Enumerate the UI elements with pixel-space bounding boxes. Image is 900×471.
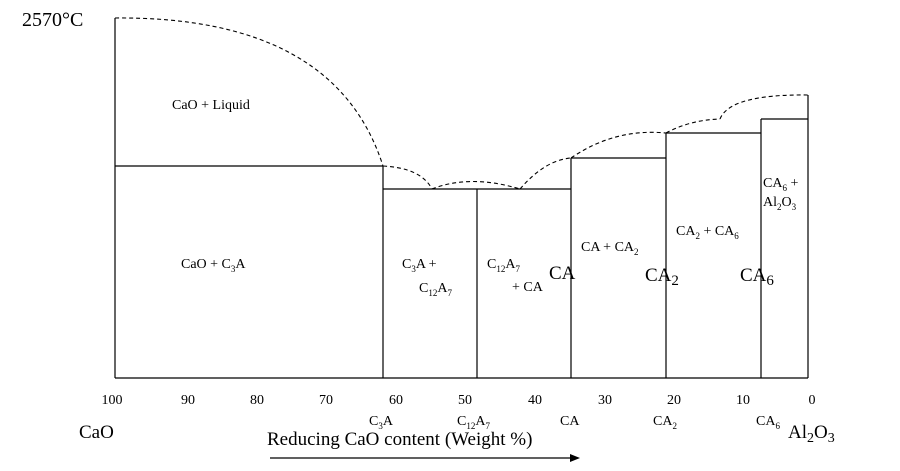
liquidus-ca-left: [519, 157, 572, 190]
tick-80: 80: [250, 393, 264, 408]
liquidus-ca-hump: [570, 131, 667, 159]
compound-c12a7: C12A7: [457, 414, 490, 431]
compound-ca: CA: [560, 414, 580, 429]
region-ca6-al2o3-line2: Al2O3: [763, 195, 797, 212]
tick-10: 10: [736, 393, 750, 408]
tick-30: 30: [598, 393, 612, 408]
region-cao-c3a: CaO + C3A: [181, 257, 246, 274]
region-c3a-c12a7-line2: C12A7: [419, 281, 452, 298]
tick-20: 20: [667, 393, 681, 408]
large-label-ca6: CA6: [740, 265, 774, 289]
tick-100: 100: [102, 393, 123, 408]
tick-70: 70: [319, 393, 333, 408]
arrow-head-icon: [570, 454, 580, 462]
compound-labels: C3A C12A7 CA CA2 CA6: [369, 414, 780, 431]
region-ca2-ca6: CA2 + CA6: [676, 224, 739, 241]
large-label-ca: CA: [549, 263, 576, 284]
x-axis-ticks: 100 90 80 70 60 50 40 30 20 10 0: [102, 393, 816, 408]
liquidus-c3a-hump: [431, 180, 521, 190]
tick-50: 50: [458, 393, 472, 408]
region-c3a-c12a7-line1: C3A +: [402, 257, 437, 274]
end-label-al2o3: Al2O3: [788, 422, 835, 446]
region-c12a7-ca-line2: + CA: [512, 280, 544, 295]
compound-c3a: C3A: [369, 414, 394, 431]
liquidus-ca2-hump: [665, 118, 721, 134]
liquidus-curve: [114, 17, 809, 190]
region-ca6-al2o3-line1: CA6 +: [763, 176, 798, 193]
x-axis-title: Reducing CaO content (Weight %): [267, 429, 532, 450]
liquidus-c3a-dip: [382, 165, 433, 190]
tick-40: 40: [528, 393, 542, 408]
end-label-cao: CaO: [79, 422, 114, 443]
top-temperature-label: 2570°C: [22, 9, 83, 31]
large-label-ca2: CA2: [645, 265, 679, 289]
compound-ca2: CA2: [653, 414, 677, 431]
region-ca-ca2: CA + CA2: [581, 240, 639, 257]
tick-60: 60: [389, 393, 403, 408]
region-cao-liquid: CaO + Liquid: [172, 98, 250, 113]
liquidus-cao: [114, 17, 384, 167]
tick-90: 90: [181, 393, 195, 408]
tick-0: 0: [809, 393, 816, 408]
direction-arrow: [270, 454, 580, 462]
region-c12a7-ca-line1: C12A7: [487, 257, 520, 274]
phase-boundaries: [114, 18, 809, 379]
compound-ca6: CA6: [756, 414, 780, 431]
liquidus-ca6-hump: [719, 94, 809, 120]
